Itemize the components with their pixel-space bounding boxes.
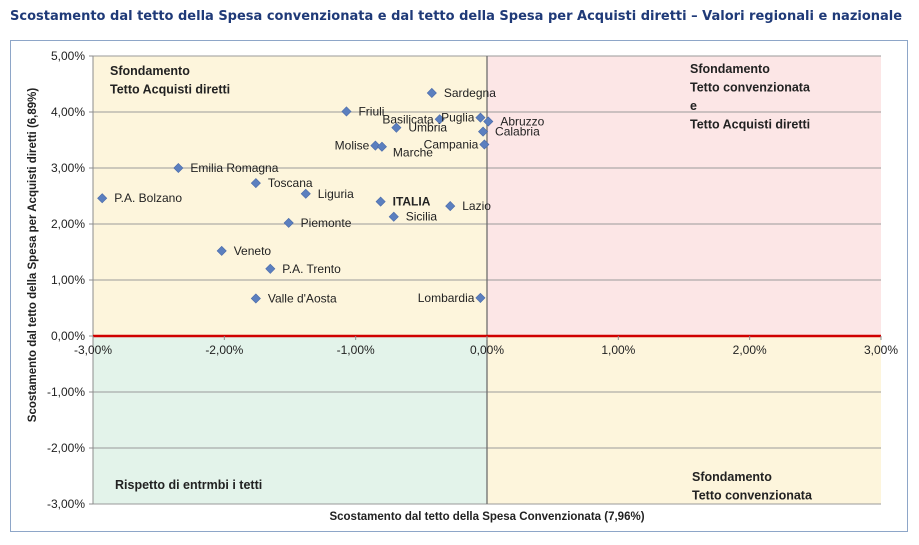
data-point-marker <box>97 193 108 204</box>
data-point-label: P.A. Trento <box>282 262 341 276</box>
chart-title: Scostamento dal tetto della Spesa conven… <box>10 9 903 24</box>
data-point-marker <box>283 217 294 228</box>
y-tick-label: -3,00% <box>47 497 85 511</box>
data-point-label: Toscana <box>268 176 313 190</box>
y-tick-label: 5,00% <box>51 49 85 63</box>
quadrant-top-right <box>487 56 881 336</box>
data-point-label: Friuli <box>358 104 384 118</box>
quadrant-label: Sfondamento <box>692 470 772 484</box>
data-point-marker <box>388 211 399 222</box>
data-point-marker <box>475 292 486 303</box>
y-tick-label: 4,00% <box>51 105 85 119</box>
data-point-marker <box>426 87 437 98</box>
data-point-label: Abruzzo <box>500 115 544 129</box>
data-point-label: Sicilia <box>406 210 438 224</box>
data-point-label: Piemonte <box>301 216 352 230</box>
data-point-label: Emilia Romagna <box>190 161 278 175</box>
data-point-marker <box>216 245 227 256</box>
y-tick-label: -1,00% <box>47 385 85 399</box>
y-tick-label: 3,00% <box>51 161 85 175</box>
data-point-marker <box>478 126 489 137</box>
data-point-label: Basilicata <box>382 112 434 126</box>
quadrant-label: Rispetto di entrmbi i tetti <box>115 478 262 492</box>
x-tick-label: -3,00% <box>74 343 112 357</box>
x-tick-label: 1,00% <box>601 343 635 357</box>
y-axis-title: Scostamento dal tetto della Spesa per Ac… <box>27 88 39 423</box>
quadrant-bottom-left <box>93 336 487 504</box>
data-point-label: Valle d'Aosta <box>268 291 337 305</box>
data-point-marker <box>341 106 352 117</box>
quadrant-label: Tetto convenzionata <box>692 489 813 503</box>
data-point-label: Liguria <box>318 187 354 201</box>
quadrant-bottom-right <box>487 336 881 504</box>
x-tick-label: -1,00% <box>337 343 375 357</box>
data-point-marker <box>250 293 261 304</box>
data-point-label: Veneto <box>234 244 272 258</box>
quadrant-label: Sfondamento <box>690 62 770 76</box>
data-point-label: ITALIA <box>393 195 431 209</box>
data-point-marker <box>300 188 311 199</box>
data-point-label: Sardegna <box>444 86 496 100</box>
data-point-label: Campania <box>424 137 479 151</box>
quadrant-label: Sfondamento <box>110 64 190 78</box>
quadrant-label: e <box>690 99 697 113</box>
data-point-marker <box>370 140 381 151</box>
quadrant-label: Tetto convenzionata <box>690 81 811 95</box>
data-point-marker <box>483 116 494 127</box>
x-tick-label: -2,00% <box>205 343 243 357</box>
data-point-label: Calabria <box>495 125 540 139</box>
data-point-marker <box>391 122 402 133</box>
x-tick-label: 2,00% <box>733 343 767 357</box>
data-point-marker <box>376 141 387 152</box>
chart-frame <box>10 40 908 532</box>
data-point-label: Lombardia <box>418 291 475 305</box>
y-tick-label: 1,00% <box>51 273 85 287</box>
x-axis-title: Scostamento dal tetto della Spesa Conven… <box>329 511 644 523</box>
data-point-marker <box>434 114 445 125</box>
quadrant-label: Tetto Acquisti diretti <box>690 118 810 132</box>
quadrant-label: Tetto Acquisti diretti <box>110 83 230 97</box>
data-point-label: Marche <box>393 146 433 160</box>
data-point-label: P.A. Bolzano <box>114 191 182 205</box>
y-tick-label: 0,00% <box>51 329 85 343</box>
data-point-marker <box>479 139 490 150</box>
data-point-label: Lazio <box>462 199 491 213</box>
data-point-label: Umbria <box>408 121 447 135</box>
data-point-marker <box>265 263 276 274</box>
data-point-marker <box>445 201 456 212</box>
data-point-marker <box>375 196 386 207</box>
data-point-marker <box>475 112 486 123</box>
x-tick-label: 0,00% <box>470 343 504 357</box>
y-tick-label: -2,00% <box>47 441 85 455</box>
y-tick-label: 2,00% <box>51 217 85 231</box>
data-point-label: Molise <box>335 139 370 153</box>
quadrant-top-left <box>93 56 487 336</box>
data-point-marker <box>173 162 184 174</box>
x-tick-label: 3,00% <box>864 343 898 357</box>
data-point-marker <box>250 178 261 189</box>
data-point-label: Puglia <box>441 111 475 125</box>
